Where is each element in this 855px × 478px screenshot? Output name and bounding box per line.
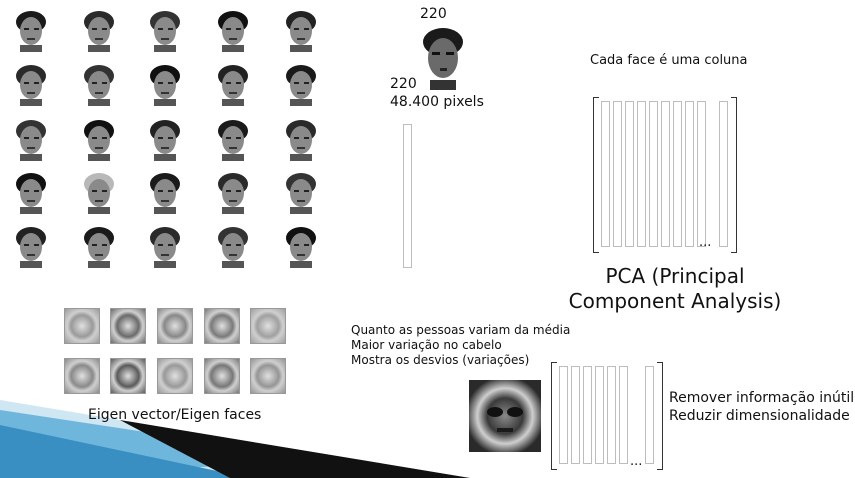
- matrix-bracket-left: [551, 362, 557, 470]
- face-thumbnail: [210, 115, 256, 161]
- face-thumbnail: [142, 60, 188, 106]
- matrix-bracket-right: [731, 97, 737, 253]
- eigen-face-thumbnail: [64, 308, 100, 344]
- eigen-face-thumbnail: [250, 308, 286, 344]
- goals-list: Remover informação inútil Reduzir dimens…: [669, 389, 854, 425]
- matrix-bracket-left: [593, 97, 599, 253]
- width-label: 220: [420, 6, 447, 22]
- face-thumbnail: [76, 60, 122, 106]
- eigen-face-thumbnail: [110, 308, 146, 344]
- face-thumbnail: [8, 222, 54, 268]
- eigen-face-thumbnail: [204, 308, 240, 344]
- face-column: [601, 101, 610, 247]
- face-thumbnail: [278, 168, 324, 214]
- height-label: 220: [390, 76, 417, 92]
- face-thumbnail: [76, 6, 122, 52]
- face-thumbnail: [8, 115, 54, 161]
- face-thumbnail: [142, 168, 188, 214]
- eigen-face-thumbnail: [64, 358, 100, 394]
- eigen-face-thumbnail: [157, 358, 193, 394]
- matrix-ellipsis: ...: [630, 454, 643, 469]
- face-column: [583, 366, 592, 464]
- face-thumbnail: [142, 222, 188, 268]
- pixels-label: 48.400 pixels: [390, 94, 484, 110]
- face-thumbnail: [76, 222, 122, 268]
- eigen-caption: Eigen vector/Eigen faces: [88, 407, 262, 423]
- face-column: [649, 101, 658, 247]
- sample-face-image: [418, 24, 468, 90]
- face-column: [607, 366, 616, 464]
- matrix-ellipsis: ...: [699, 235, 712, 250]
- eigen-face-thumbnail: [157, 308, 193, 344]
- eigen-face-thumbnail: [204, 358, 240, 394]
- face-column: [661, 101, 670, 247]
- note-item: Maior variação no cabelo: [351, 338, 502, 352]
- face-thumbnail: [8, 60, 54, 106]
- face-column: [595, 366, 604, 464]
- face-thumbnail: [210, 60, 256, 106]
- pixel-vector-column: [403, 124, 412, 268]
- face-thumbnail: [278, 222, 324, 268]
- pca-title-line2: Component Analysis): [568, 289, 782, 313]
- face-column: [571, 366, 580, 464]
- pca-title-line1: PCA (Principal: [605, 264, 745, 288]
- face-thumbnail: [76, 115, 122, 161]
- eigen-face-thumbnail: [250, 358, 286, 394]
- note-item: Mostra os desvios (variações): [351, 353, 530, 367]
- face-column: [697, 101, 706, 247]
- face-thumbnail: [8, 168, 54, 214]
- matrix-bracket-right: [657, 362, 663, 470]
- face-column: [613, 101, 622, 247]
- face-column: [673, 101, 682, 247]
- face-column: [645, 366, 654, 464]
- face-thumbnail: [210, 222, 256, 268]
- face-thumbnail: [210, 168, 256, 214]
- face-column: [719, 101, 728, 247]
- face-column: [637, 101, 646, 247]
- face-thumbnail: [142, 6, 188, 52]
- notes-list: Quanto as pessoas variam da média Maior …: [351, 323, 570, 368]
- face-column: [559, 366, 568, 464]
- face-column: [619, 366, 628, 464]
- face-column: [685, 101, 694, 247]
- face-thumbnail: [278, 115, 324, 161]
- note-item: Quanto as pessoas variam da média: [351, 323, 571, 337]
- face-thumbnail: [278, 60, 324, 106]
- goal-item: Reduzir dimensionalidade: [669, 408, 850, 424]
- corner-decoration: [0, 400, 470, 478]
- goal-item: Remover informação inútil: [669, 390, 855, 406]
- mean-face-image: [469, 380, 541, 452]
- eigen-face-thumbnail: [110, 358, 146, 394]
- face-column: [625, 101, 634, 247]
- column-caption: Cada face é uma coluna: [590, 53, 748, 68]
- face-thumbnail: [210, 6, 256, 52]
- face-thumbnail: [278, 6, 324, 52]
- face-thumbnail: [142, 115, 188, 161]
- pca-title: PCA (Principal Component Analysis): [560, 264, 790, 314]
- face-thumbnail: [76, 168, 122, 214]
- face-thumbnail: [8, 6, 54, 52]
